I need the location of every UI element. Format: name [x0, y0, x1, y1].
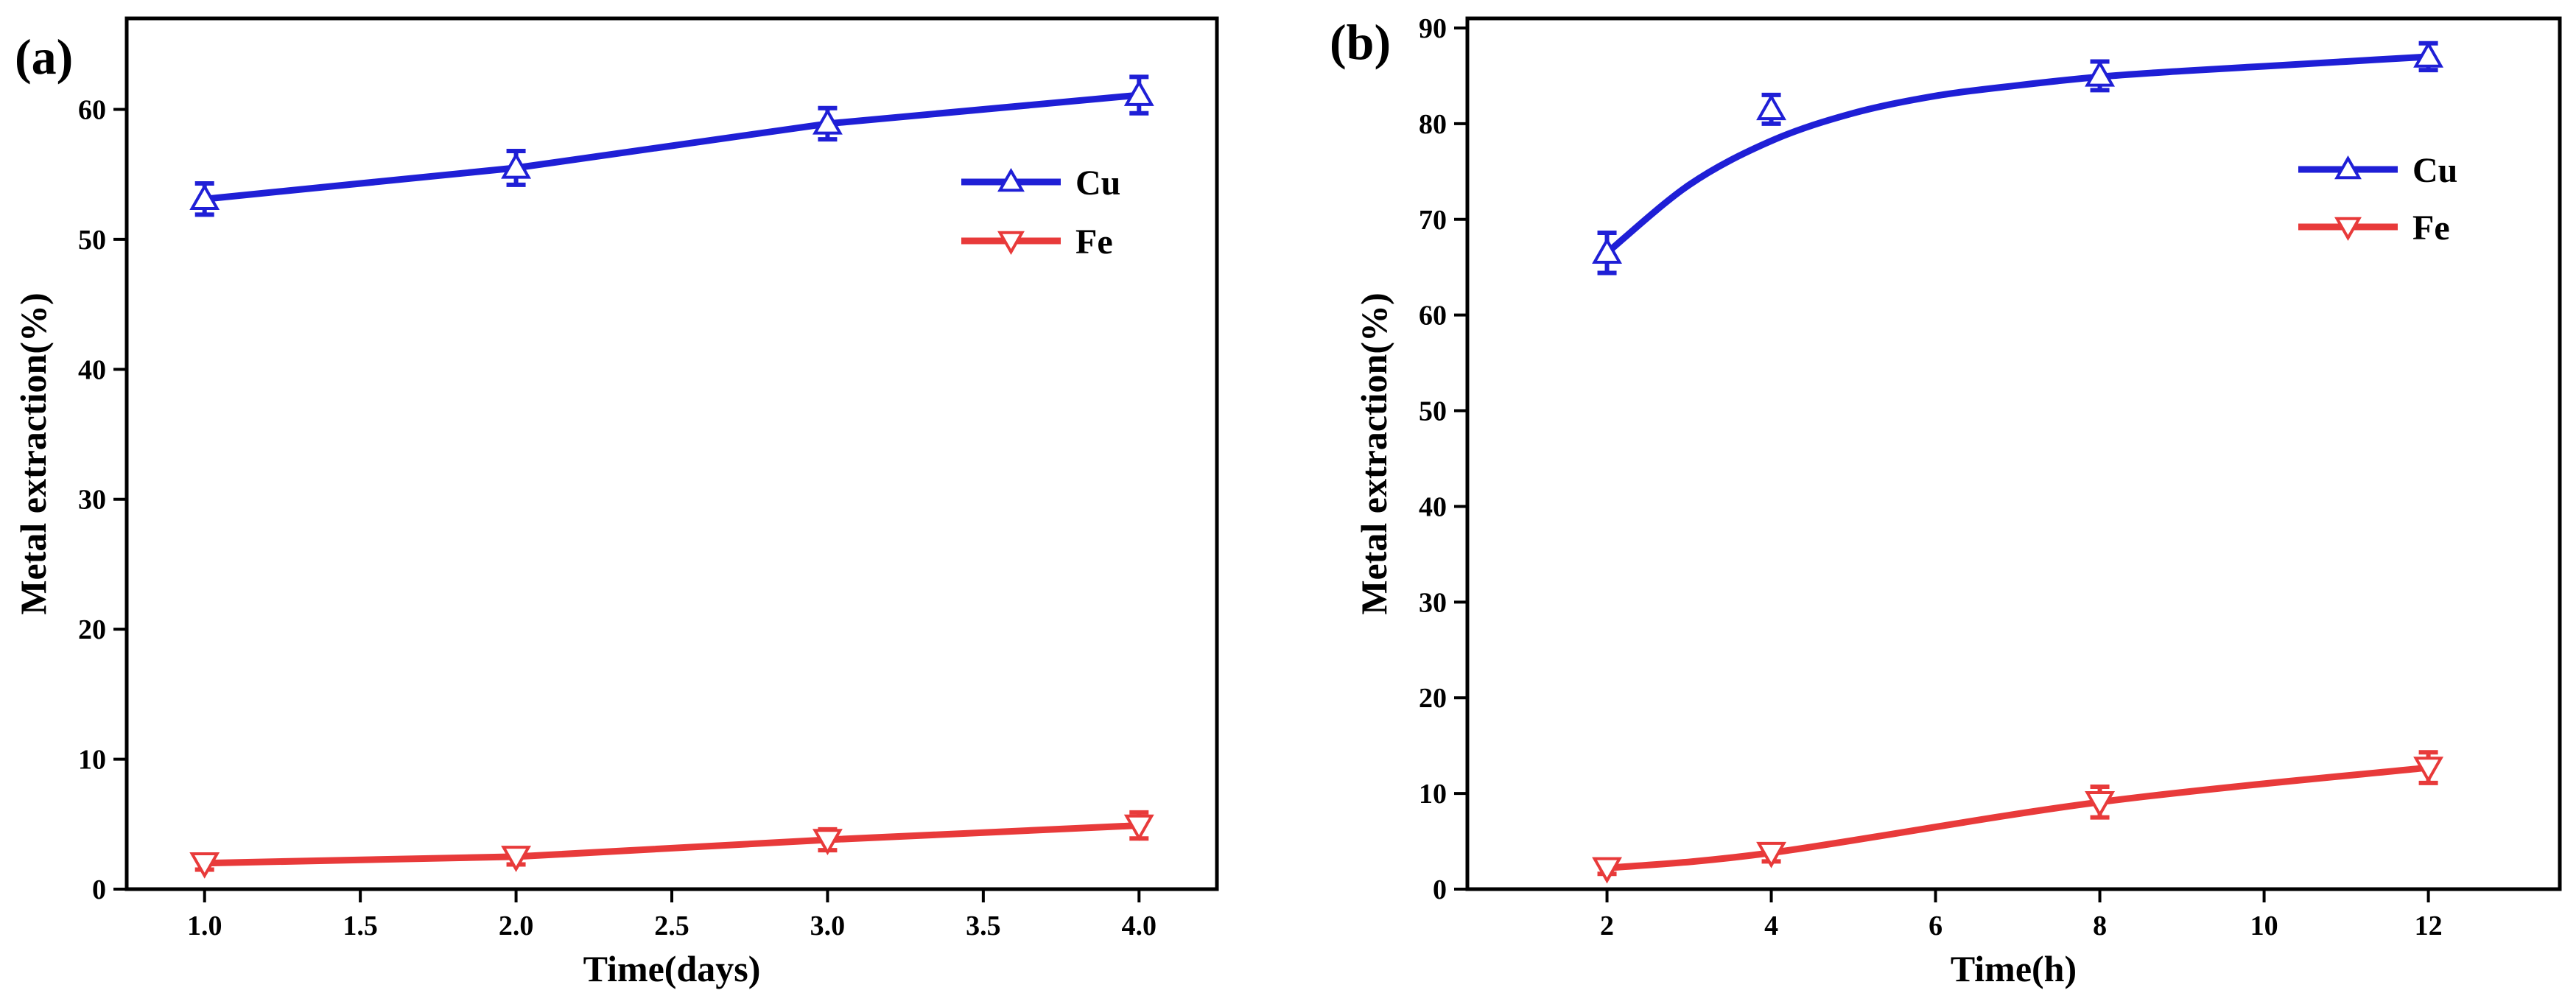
legend-label: Cu: [1075, 164, 1120, 203]
y-tick-label: 90: [1419, 13, 1447, 44]
y-tick-label: 20: [1419, 683, 1447, 714]
data-point-fe: [812, 829, 843, 855]
x-tick-label: 1.0: [187, 910, 222, 941]
y-tick-label: 0: [1433, 874, 1447, 905]
x-tick-label: 3.5: [966, 910, 1001, 941]
data-point-fe: [189, 852, 220, 879]
data-point-fe: [1756, 841, 1787, 869]
y-tick-label: 60: [1419, 301, 1447, 331]
data-point-fe: [2413, 757, 2444, 784]
series-line-fe: [1604, 764, 2432, 871]
x-tick-label: 6: [1929, 910, 1942, 941]
data-point-fe: [1592, 857, 1623, 884]
x-axis-title: Time(days): [583, 948, 761, 989]
x-tick-label: 1.5: [343, 910, 378, 941]
y-tick-label: 80: [1419, 109, 1447, 140]
y-tick-label: 70: [1419, 205, 1447, 236]
x-tick-label: 2: [1600, 910, 1614, 941]
data-point-fe: [2085, 791, 2116, 818]
y-tick-label: 30: [1419, 587, 1447, 618]
legend-label: Cu: [2412, 151, 2457, 190]
y-tick-label: 50: [1419, 396, 1447, 427]
panel-label: (a): [15, 29, 73, 85]
y-tick-label: 60: [78, 94, 106, 125]
y-tick-label: 30: [78, 485, 106, 516]
panel-label: (b): [1330, 14, 1391, 70]
data-point-fe: [501, 846, 532, 872]
y-tick-label: 50: [78, 225, 106, 256]
x-tick-label: 2.5: [654, 910, 689, 941]
data-point-cu: [2085, 60, 2116, 87]
legend-marker: [997, 167, 1025, 192]
y-axis-title: Metal extraction(%): [13, 292, 54, 614]
y-tick-label: 20: [78, 614, 106, 645]
chart-panel-b: 2 4 6 8 10 12 0 10 20 30 40 50 60 70 80 90 Time(h) Metal …: [1330, 13, 2562, 989]
chart-panel-a: 1.0 1.5 2.0 2.5 3.0 3.5 4.0 0 10 20 30 40 50 60 Time(d…: [13, 16, 1219, 989]
y-tick-label: 40: [1419, 491, 1447, 522]
data-point-fe: [1123, 814, 1154, 841]
x-axis-title: Time(h): [1951, 948, 2077, 989]
y-tick-label: 40: [78, 354, 106, 385]
y-tick-label: 10: [78, 745, 106, 776]
plot-frame: [1465, 16, 2562, 891]
legend-marker: [2334, 155, 2362, 180]
x-tick-label: 12: [2415, 910, 2443, 941]
x-tick-label: 2.0: [499, 910, 534, 941]
series-line-cu: [1604, 53, 2432, 256]
x-tick-label: 4: [1764, 910, 1778, 941]
legend-marker: [2334, 217, 2362, 242]
x-tick-label: 3.0: [810, 910, 846, 941]
data-point-cu: [812, 108, 843, 135]
legend-marker: [997, 231, 1025, 256]
data-point-cu: [2413, 41, 2444, 68]
data-point-cu: [1592, 237, 1623, 264]
series-line-cu: [201, 91, 1143, 203]
x-tick-label: 4.0: [1122, 910, 1157, 941]
data-point-cu: [189, 183, 220, 210]
y-axis-title: Metal extraction(%): [1353, 292, 1394, 614]
x-tick-label: 8: [2093, 910, 2107, 941]
y-tick-label: 0: [92, 874, 106, 905]
series-line-fe: [201, 822, 1143, 867]
x-tick-label: 10: [2250, 910, 2278, 941]
data-point-cu: [501, 152, 532, 179]
legend-label: Fe: [1075, 222, 1113, 262]
y-tick-label: 10: [1419, 779, 1447, 810]
data-point-cu: [1756, 94, 1787, 121]
data-point-cu: [1123, 80, 1154, 106]
legend-label: Fe: [2412, 208, 2450, 248]
